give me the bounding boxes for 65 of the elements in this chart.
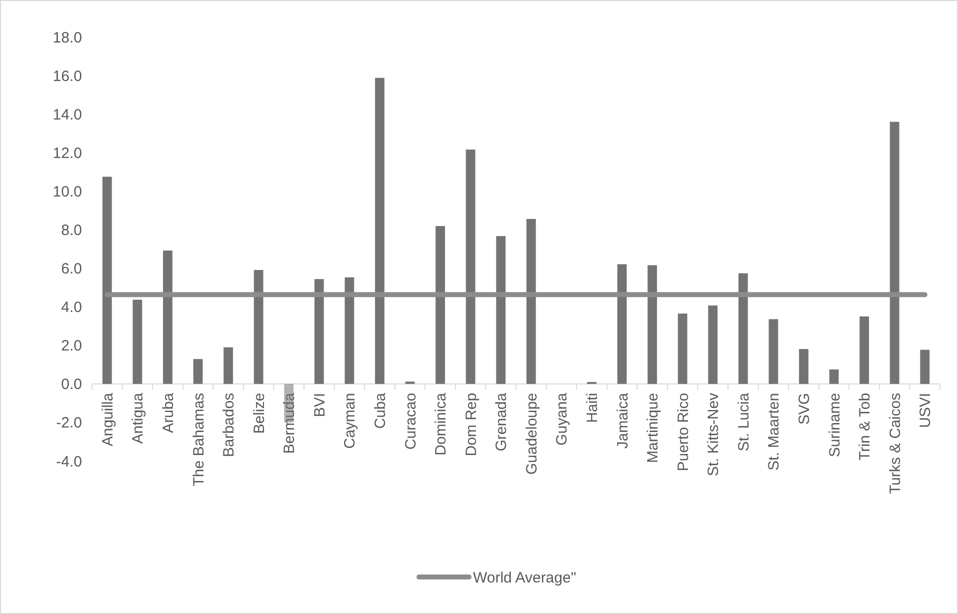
x-tick-label: Turks & Caicos bbox=[886, 392, 904, 494]
x-tick-label: BVI bbox=[311, 392, 328, 418]
x-tick-label: Dom Rep bbox=[462, 392, 480, 456]
y-tick-label: 18.0 bbox=[52, 29, 82, 46]
y-tick-label: 12.0 bbox=[52, 144, 82, 162]
bar bbox=[648, 265, 657, 384]
bar bbox=[708, 305, 718, 384]
bar bbox=[738, 273, 748, 384]
x-tick-label: Antigua bbox=[130, 392, 147, 444]
bar bbox=[920, 350, 930, 384]
legend-label: World Average" bbox=[473, 569, 576, 586]
x-tick-label: Guadeloupe bbox=[523, 392, 540, 475]
x-tick-label: Dominica bbox=[432, 392, 450, 456]
x-tick-label: Haiti bbox=[584, 392, 601, 423]
y-tick-label: -4.0 bbox=[56, 453, 82, 470]
bar bbox=[617, 264, 627, 384]
y-tick-label: -2.0 bbox=[56, 414, 82, 432]
x-tick-label: USVI bbox=[917, 392, 934, 428]
x-tick-label: Bermuda bbox=[281, 392, 298, 454]
x-tick-label: Barbados bbox=[220, 392, 238, 458]
x-tick-label: St. Lucia bbox=[735, 392, 752, 452]
y-tick-label: 14.0 bbox=[52, 106, 82, 124]
y-tick-label: 10.0 bbox=[52, 183, 82, 200]
x-tick-label: Jamaica bbox=[614, 392, 632, 449]
x-tick-label: Anguilla bbox=[99, 392, 116, 446]
x-tick-label: Curacao bbox=[402, 392, 420, 450]
bar bbox=[860, 316, 869, 384]
bar bbox=[193, 359, 203, 384]
x-tick-label: Guyana bbox=[554, 392, 571, 446]
x-tick-label: St. Kitts-Nev bbox=[705, 392, 722, 476]
x-tick-label: Trin & Tob bbox=[856, 392, 874, 460]
x-tick-label: Suriname bbox=[826, 392, 844, 458]
x-tick-label: St. Maarten bbox=[766, 392, 783, 470]
x-tick-label: Cayman bbox=[342, 392, 359, 449]
bar bbox=[254, 270, 264, 384]
bar bbox=[678, 314, 688, 384]
y-tick-label: 6.0 bbox=[61, 260, 82, 278]
bar bbox=[496, 236, 506, 384]
x-tick-label: Puerto Rico bbox=[674, 392, 692, 472]
bar bbox=[132, 300, 142, 384]
x-tick-label: Aruba bbox=[160, 392, 177, 433]
y-tick-label: 8.0 bbox=[61, 222, 82, 239]
x-tick-label: Martinique bbox=[644, 392, 662, 463]
bar bbox=[314, 279, 324, 384]
bar bbox=[163, 250, 172, 384]
y-tick-label: 16.0 bbox=[52, 68, 82, 85]
x-tick-label: The Bahamas bbox=[190, 392, 208, 486]
x-tick-label: Grenada bbox=[493, 392, 510, 452]
bar bbox=[799, 349, 808, 384]
x-tick-label: Belize bbox=[250, 392, 268, 434]
y-tick-label: 2.0 bbox=[61, 338, 82, 355]
bar bbox=[344, 277, 354, 384]
bar bbox=[526, 218, 536, 384]
bar bbox=[466, 150, 476, 384]
x-tick-label: SVG bbox=[796, 392, 813, 425]
y-tick-label: 4.0 bbox=[61, 299, 82, 316]
bar bbox=[224, 347, 233, 384]
bar bbox=[829, 369, 839, 384]
bar bbox=[890, 122, 900, 384]
bar bbox=[375, 78, 384, 384]
bar bbox=[102, 176, 112, 384]
bar bbox=[768, 319, 778, 384]
x-tick-label: Cuba bbox=[372, 392, 389, 429]
y-tick-label: 0.0 bbox=[61, 376, 82, 394]
bar bbox=[436, 226, 445, 384]
